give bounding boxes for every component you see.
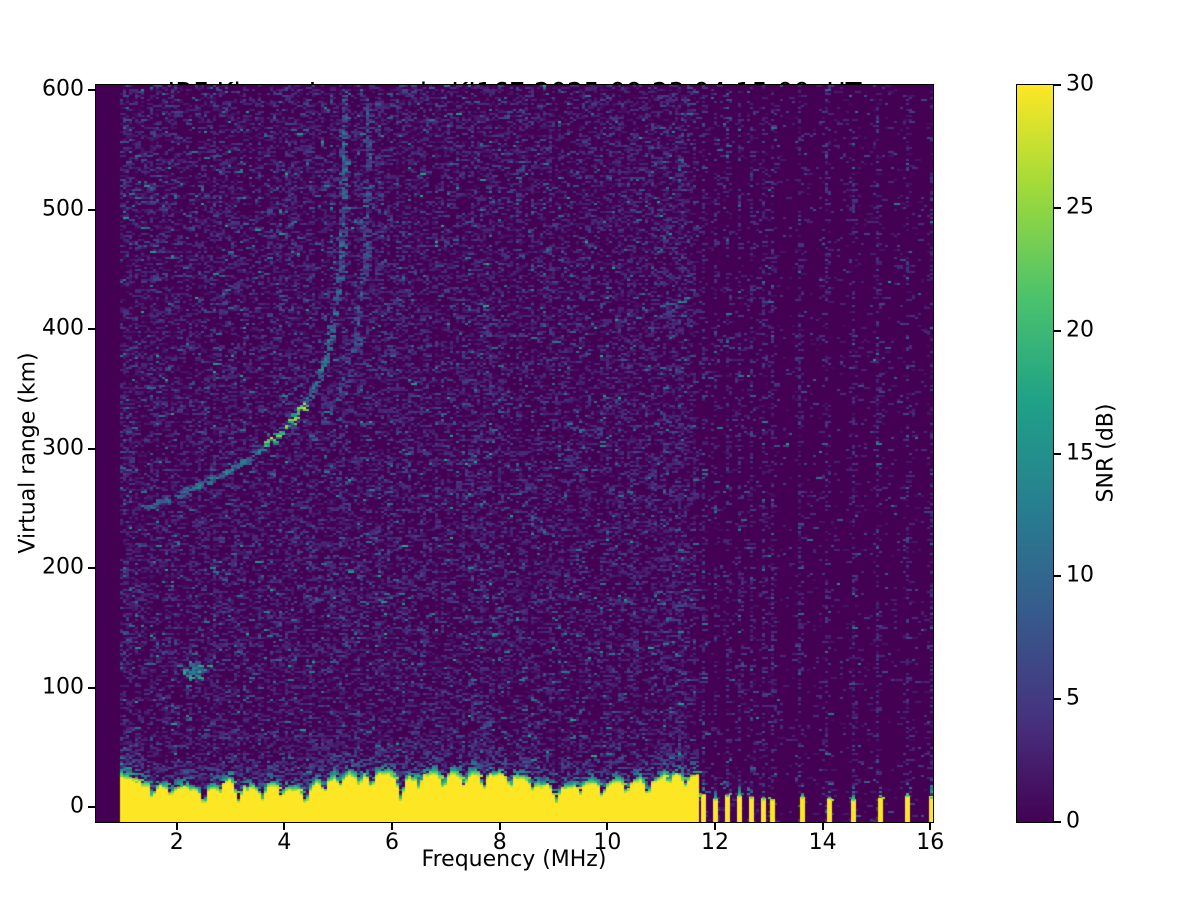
- x-tick-mark: [175, 823, 178, 830]
- colorbar-tick-label: 25: [1066, 194, 1094, 220]
- colorbar-tick-label: 15: [1066, 439, 1094, 465]
- x-tick-mark: [714, 823, 716, 830]
- x-tick-mark: [929, 823, 932, 830]
- x-axis-label: Frequency (MHz): [421, 847, 607, 872]
- x-tick-label: 2: [169, 830, 184, 855]
- y-tick-label: 400: [42, 315, 84, 341]
- ionogram-heatmap: [96, 85, 933, 822]
- x-tick-label: 8: [492, 830, 507, 855]
- y-tick-mark: [88, 806, 95, 809]
- x-tick-label: 4: [277, 830, 292, 855]
- x-tick-label: 6: [385, 830, 400, 855]
- x-tick-mark: [821, 823, 824, 830]
- y-tick-mark: [88, 208, 95, 211]
- x-tick-label: 10: [593, 830, 622, 855]
- y-tick-mark: [88, 89, 95, 92]
- x-tick-label: 16: [916, 830, 945, 855]
- y-tick-mark: [88, 447, 95, 450]
- colorbar-tick-mark: [1054, 698, 1061, 701]
- colorbar-tick-mark: [1054, 206, 1061, 209]
- y-tick-label: 600: [42, 76, 84, 102]
- y-tick-mark: [88, 328, 95, 331]
- colorbar-tick-label: 10: [1066, 562, 1094, 588]
- colorbar-label: SNR (dB): [1093, 403, 1119, 503]
- colorbar-tick-label: 0: [1066, 808, 1080, 834]
- colorbar-tick-mark: [1054, 452, 1061, 455]
- x-tick-mark: [606, 823, 609, 830]
- y-tick-mark: [88, 567, 95, 570]
- x-tick-label: 12: [701, 830, 729, 855]
- x-tick-label: 14: [808, 830, 837, 855]
- y-tick-label: 100: [42, 673, 84, 699]
- y-axis-label: Virtual range (km): [15, 352, 41, 554]
- colorbar-tick-mark: [1054, 329, 1061, 332]
- colorbar-tick-label: 30: [1066, 71, 1094, 97]
- colorbar-tick-label: 5: [1066, 685, 1080, 711]
- y-tick-label: 500: [42, 196, 84, 222]
- y-tick-label: 0: [70, 793, 84, 819]
- x-tick-mark: [283, 823, 286, 830]
- x-tick-mark: [498, 823, 501, 830]
- colorbar-gradient: [1017, 85, 1053, 822]
- colorbar-tick-mark: [1054, 821, 1061, 823]
- colorbar-tick-label: 20: [1066, 316, 1094, 342]
- colorbar-tick-mark: [1054, 575, 1061, 578]
- colorbar-tick-mark: [1054, 84, 1061, 86]
- x-tick-mark: [391, 823, 394, 830]
- y-tick-label: 300: [42, 434, 84, 460]
- y-tick-label: 200: [42, 554, 84, 580]
- y-tick-mark: [88, 686, 95, 689]
